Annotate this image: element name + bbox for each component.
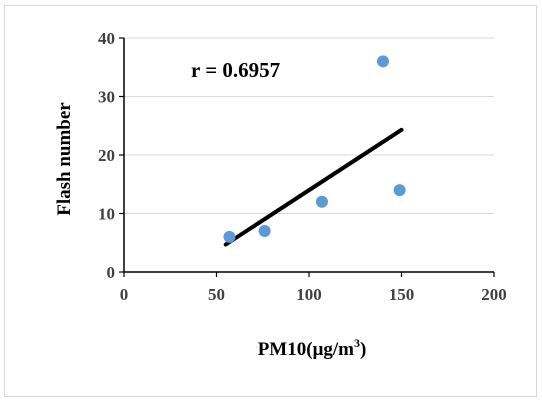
y-axis-label: Flash number xyxy=(54,102,75,216)
data-points xyxy=(223,55,406,243)
chart-frame xyxy=(4,5,537,397)
y-tick-label-10: 10 xyxy=(98,205,115,224)
x-tick-label-100: 100 xyxy=(296,285,322,304)
y-tick-labels: 0 10 20 30 40 xyxy=(98,29,124,282)
data-point-5 xyxy=(393,184,406,197)
y-tick-label-0: 0 xyxy=(107,263,116,282)
data-point-3 xyxy=(315,195,328,208)
x-axis-label-superscript: 3 xyxy=(354,336,360,350)
x-axis-label-main: PM10(μg/m xyxy=(258,339,354,360)
trendline-group xyxy=(223,127,404,247)
correlation-annotation: r = 0.6957 xyxy=(191,58,280,82)
x-tick-label-0: 0 xyxy=(120,285,129,304)
x-tick-label-150: 150 xyxy=(389,285,415,304)
x-tick-labels: 0 50 100 150 200 xyxy=(120,272,507,304)
x-axis-label-tail: ) xyxy=(360,339,366,360)
y-tick-label-20: 20 xyxy=(98,146,115,165)
x-tick-label-200: 200 xyxy=(481,285,507,304)
gridlines xyxy=(124,37,494,214)
data-point-4 xyxy=(377,55,389,68)
y-tick-label-40: 40 xyxy=(98,29,115,48)
data-point-1 xyxy=(223,230,236,243)
x-axis-label: PM10(μg/m3) xyxy=(258,336,367,360)
x-tick-label-50: 50 xyxy=(208,285,225,304)
trendline xyxy=(223,127,404,247)
y-tick-label-30: 30 xyxy=(98,88,115,107)
data-point-2 xyxy=(258,225,271,238)
